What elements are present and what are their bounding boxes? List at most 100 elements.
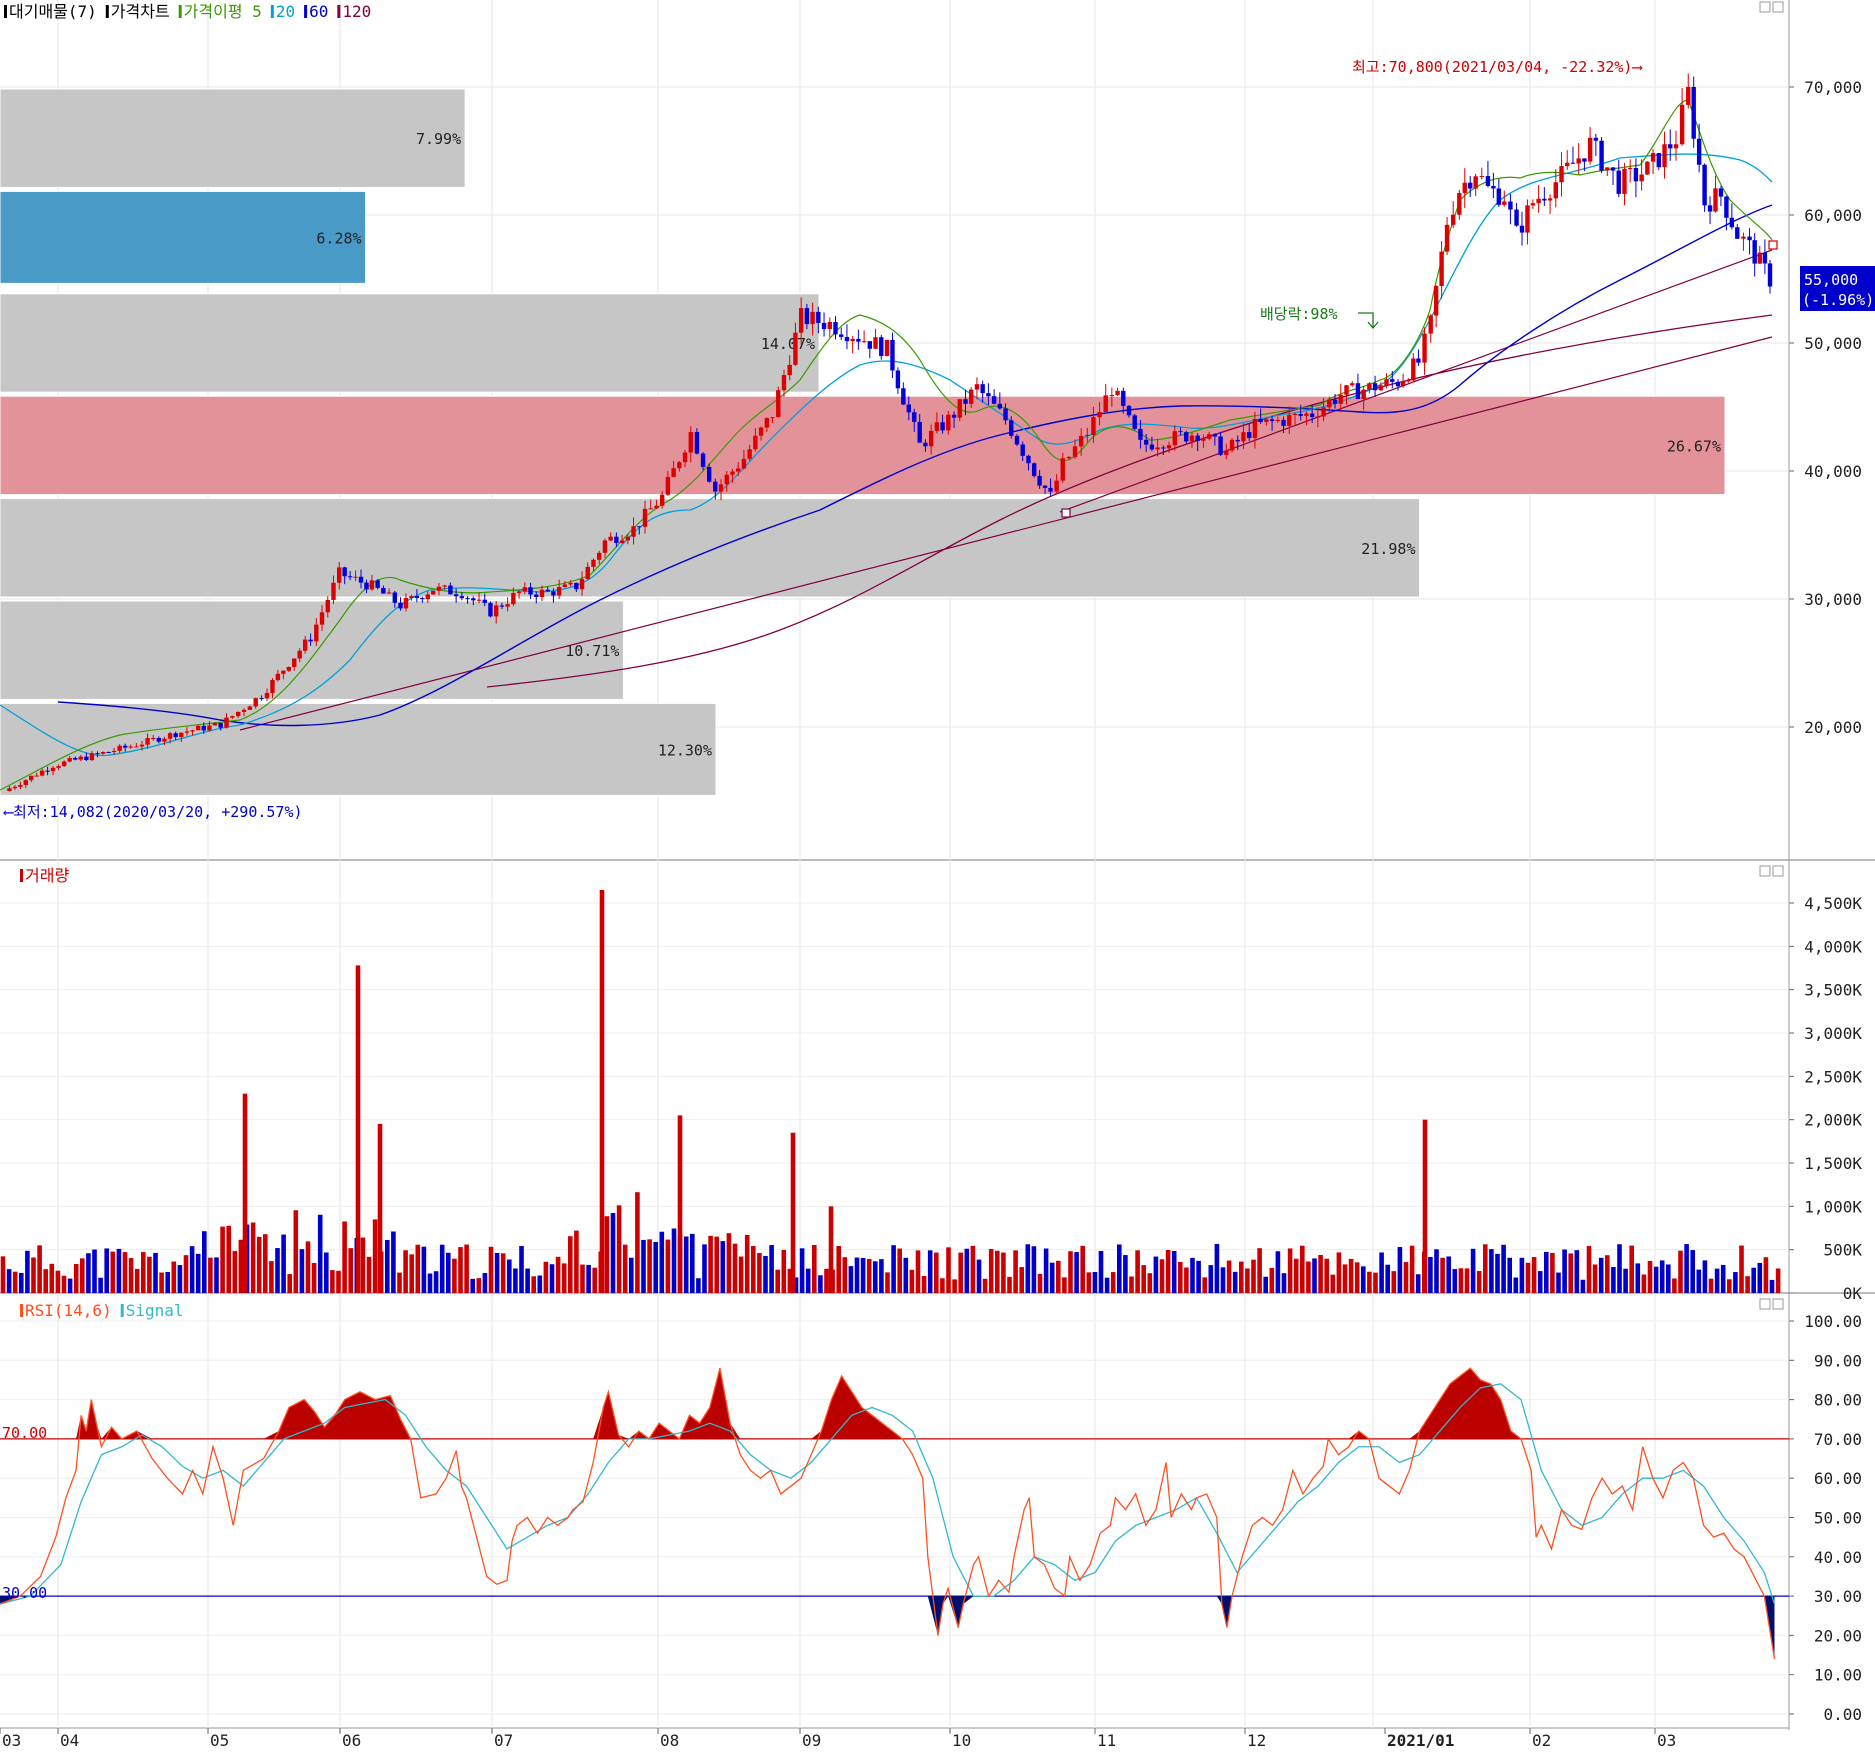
close-button[interactable] xyxy=(1772,865,1784,877)
candle-body xyxy=(591,559,596,567)
candle-body xyxy=(1707,205,1713,212)
volume-bar xyxy=(488,1246,494,1293)
panel-buttons[interactable] xyxy=(1759,1,1784,1310)
volume-bar xyxy=(1458,1268,1464,1293)
volume-bar xyxy=(641,1239,646,1293)
candle-body xyxy=(1679,104,1685,145)
volume-bar xyxy=(1568,1253,1573,1293)
candle-body xyxy=(465,598,470,600)
candle-body xyxy=(18,785,23,787)
profile-pct-label: 21.98% xyxy=(1361,540,1415,558)
candle-body xyxy=(735,468,741,472)
y-tick-label: 100.00 xyxy=(1804,1312,1862,1331)
volume-bar xyxy=(793,1277,799,1293)
legend-label: Signal xyxy=(126,1301,184,1320)
x-tick-label: 02 xyxy=(1532,1731,1551,1749)
candle-body xyxy=(1570,162,1576,164)
volume-bar xyxy=(683,1236,689,1293)
candle-body xyxy=(659,494,665,506)
volume-bar xyxy=(1251,1259,1256,1293)
volume-bar xyxy=(1397,1247,1403,1293)
minimize-button[interactable] xyxy=(1759,1,1771,13)
candle-body xyxy=(459,596,465,599)
volume-bar xyxy=(635,1192,640,1293)
candle-body xyxy=(1184,432,1189,442)
candle-body xyxy=(585,566,590,580)
minimize-button[interactable] xyxy=(1759,865,1771,877)
candle-body xyxy=(106,752,111,754)
minimize-button[interactable] xyxy=(1759,1298,1771,1310)
candle-body xyxy=(1224,450,1229,455)
candle-body xyxy=(1241,432,1246,442)
candle-body xyxy=(946,414,951,431)
candle-body xyxy=(1656,153,1662,168)
volume-bar xyxy=(1062,1277,1067,1293)
volume-bar xyxy=(1019,1267,1024,1293)
legend-swatch xyxy=(270,5,274,18)
volume-bar xyxy=(1598,1257,1604,1293)
volume-bar xyxy=(470,1278,475,1293)
candle-body xyxy=(471,598,476,601)
candle-body xyxy=(873,337,878,349)
legend-label: 대기매물(7) xyxy=(9,2,97,21)
volume-bar xyxy=(242,1093,248,1293)
volume-bar xyxy=(616,1205,622,1293)
volume-bar xyxy=(909,1269,915,1293)
candle-body xyxy=(741,458,747,469)
volume-bar xyxy=(988,1249,994,1293)
candle-body xyxy=(974,384,980,390)
volume-bar xyxy=(812,1244,817,1293)
legend-label: 거래량 xyxy=(25,866,69,885)
candle-body xyxy=(353,576,358,578)
ma120-line xyxy=(486,314,1773,688)
candle-body xyxy=(787,364,792,376)
candle-body xyxy=(34,775,39,777)
candle-body xyxy=(1519,225,1525,233)
volume-bar xyxy=(952,1279,957,1293)
volume-bar xyxy=(1348,1258,1354,1293)
candle-body xyxy=(375,580,380,588)
volume-bar xyxy=(610,1213,616,1293)
volume-bar xyxy=(1629,1245,1634,1293)
volume-bar xyxy=(790,1132,796,1293)
volume-bar xyxy=(1361,1266,1366,1293)
candle-body xyxy=(602,540,608,553)
candle-body xyxy=(1085,434,1090,436)
candle-body xyxy=(1473,176,1478,189)
candle-body xyxy=(218,723,223,728)
candle-body xyxy=(1138,428,1143,440)
candle-body xyxy=(331,582,336,600)
volume-bar xyxy=(934,1252,939,1293)
volume-bar xyxy=(1623,1268,1628,1293)
candle-body xyxy=(1645,161,1650,175)
candle-body xyxy=(1309,413,1315,417)
close-button[interactable] xyxy=(1772,1,1784,13)
candle-body xyxy=(1502,201,1507,205)
candle-body xyxy=(1565,162,1570,167)
volume-bar xyxy=(866,1258,872,1293)
candle-body xyxy=(1622,168,1627,194)
candle-body xyxy=(151,737,156,739)
candle-body xyxy=(1530,203,1536,206)
candle-body xyxy=(934,422,940,431)
candle-body xyxy=(190,730,195,732)
volume-bar xyxy=(232,1251,238,1293)
legend-label: 60 xyxy=(309,2,328,21)
close-button[interactable] xyxy=(1772,1298,1784,1310)
volume-bar xyxy=(433,1271,439,1293)
candle-body xyxy=(241,709,247,712)
candle-body xyxy=(122,745,128,748)
volume-bar xyxy=(995,1250,1000,1293)
candle-body xyxy=(84,756,89,761)
candle-body xyxy=(1269,419,1275,422)
profile-band xyxy=(0,600,624,700)
volume-bar xyxy=(1672,1278,1677,1293)
x-tick-label: 12 xyxy=(1247,1731,1266,1749)
volume-bar xyxy=(281,1234,286,1293)
volume-bar xyxy=(818,1275,823,1293)
candle-body xyxy=(1372,383,1378,391)
candle-body xyxy=(253,698,258,707)
volume-bar xyxy=(189,1246,195,1293)
candle-body xyxy=(39,770,45,776)
candle-body xyxy=(1281,419,1286,426)
